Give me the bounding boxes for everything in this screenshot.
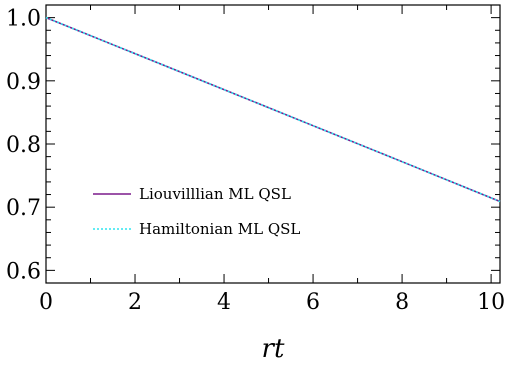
- x-tick-label: 10: [477, 290, 505, 315]
- y-tick-label: 0.9: [6, 70, 41, 95]
- x-tick-label: 4: [217, 290, 231, 315]
- x-tick-label: 8: [395, 290, 409, 315]
- tick-labels: 0 2 4 6 8 10 0.6 0.7 0.8 0.9 1.0: [6, 7, 505, 315]
- y-tick-label: 0.8: [6, 133, 41, 158]
- x-tick-label: 0: [39, 290, 53, 315]
- x-axis-title: rt: [262, 334, 285, 364]
- x-tick-label: 6: [306, 290, 320, 315]
- y-tick-label: 0.7: [6, 196, 41, 221]
- y-tick-label: 1.0: [6, 7, 41, 32]
- plot-frame: [45, 4, 501, 284]
- series-line-hamiltonian: [45, 16, 501, 203]
- x-tick-label: 2: [128, 290, 142, 315]
- legend-label-liouvillian: Liouvilllian ML QSL: [139, 185, 291, 203]
- ticks: [45, 5, 500, 283]
- y-tick-label: 0.6: [6, 259, 41, 284]
- legend-label-hamiltonian: Hamiltonian ML QSL: [139, 220, 300, 238]
- legend: Liouvilllian ML QSL Hamiltonian ML QSL: [93, 185, 300, 238]
- series-group: [45, 16, 501, 203]
